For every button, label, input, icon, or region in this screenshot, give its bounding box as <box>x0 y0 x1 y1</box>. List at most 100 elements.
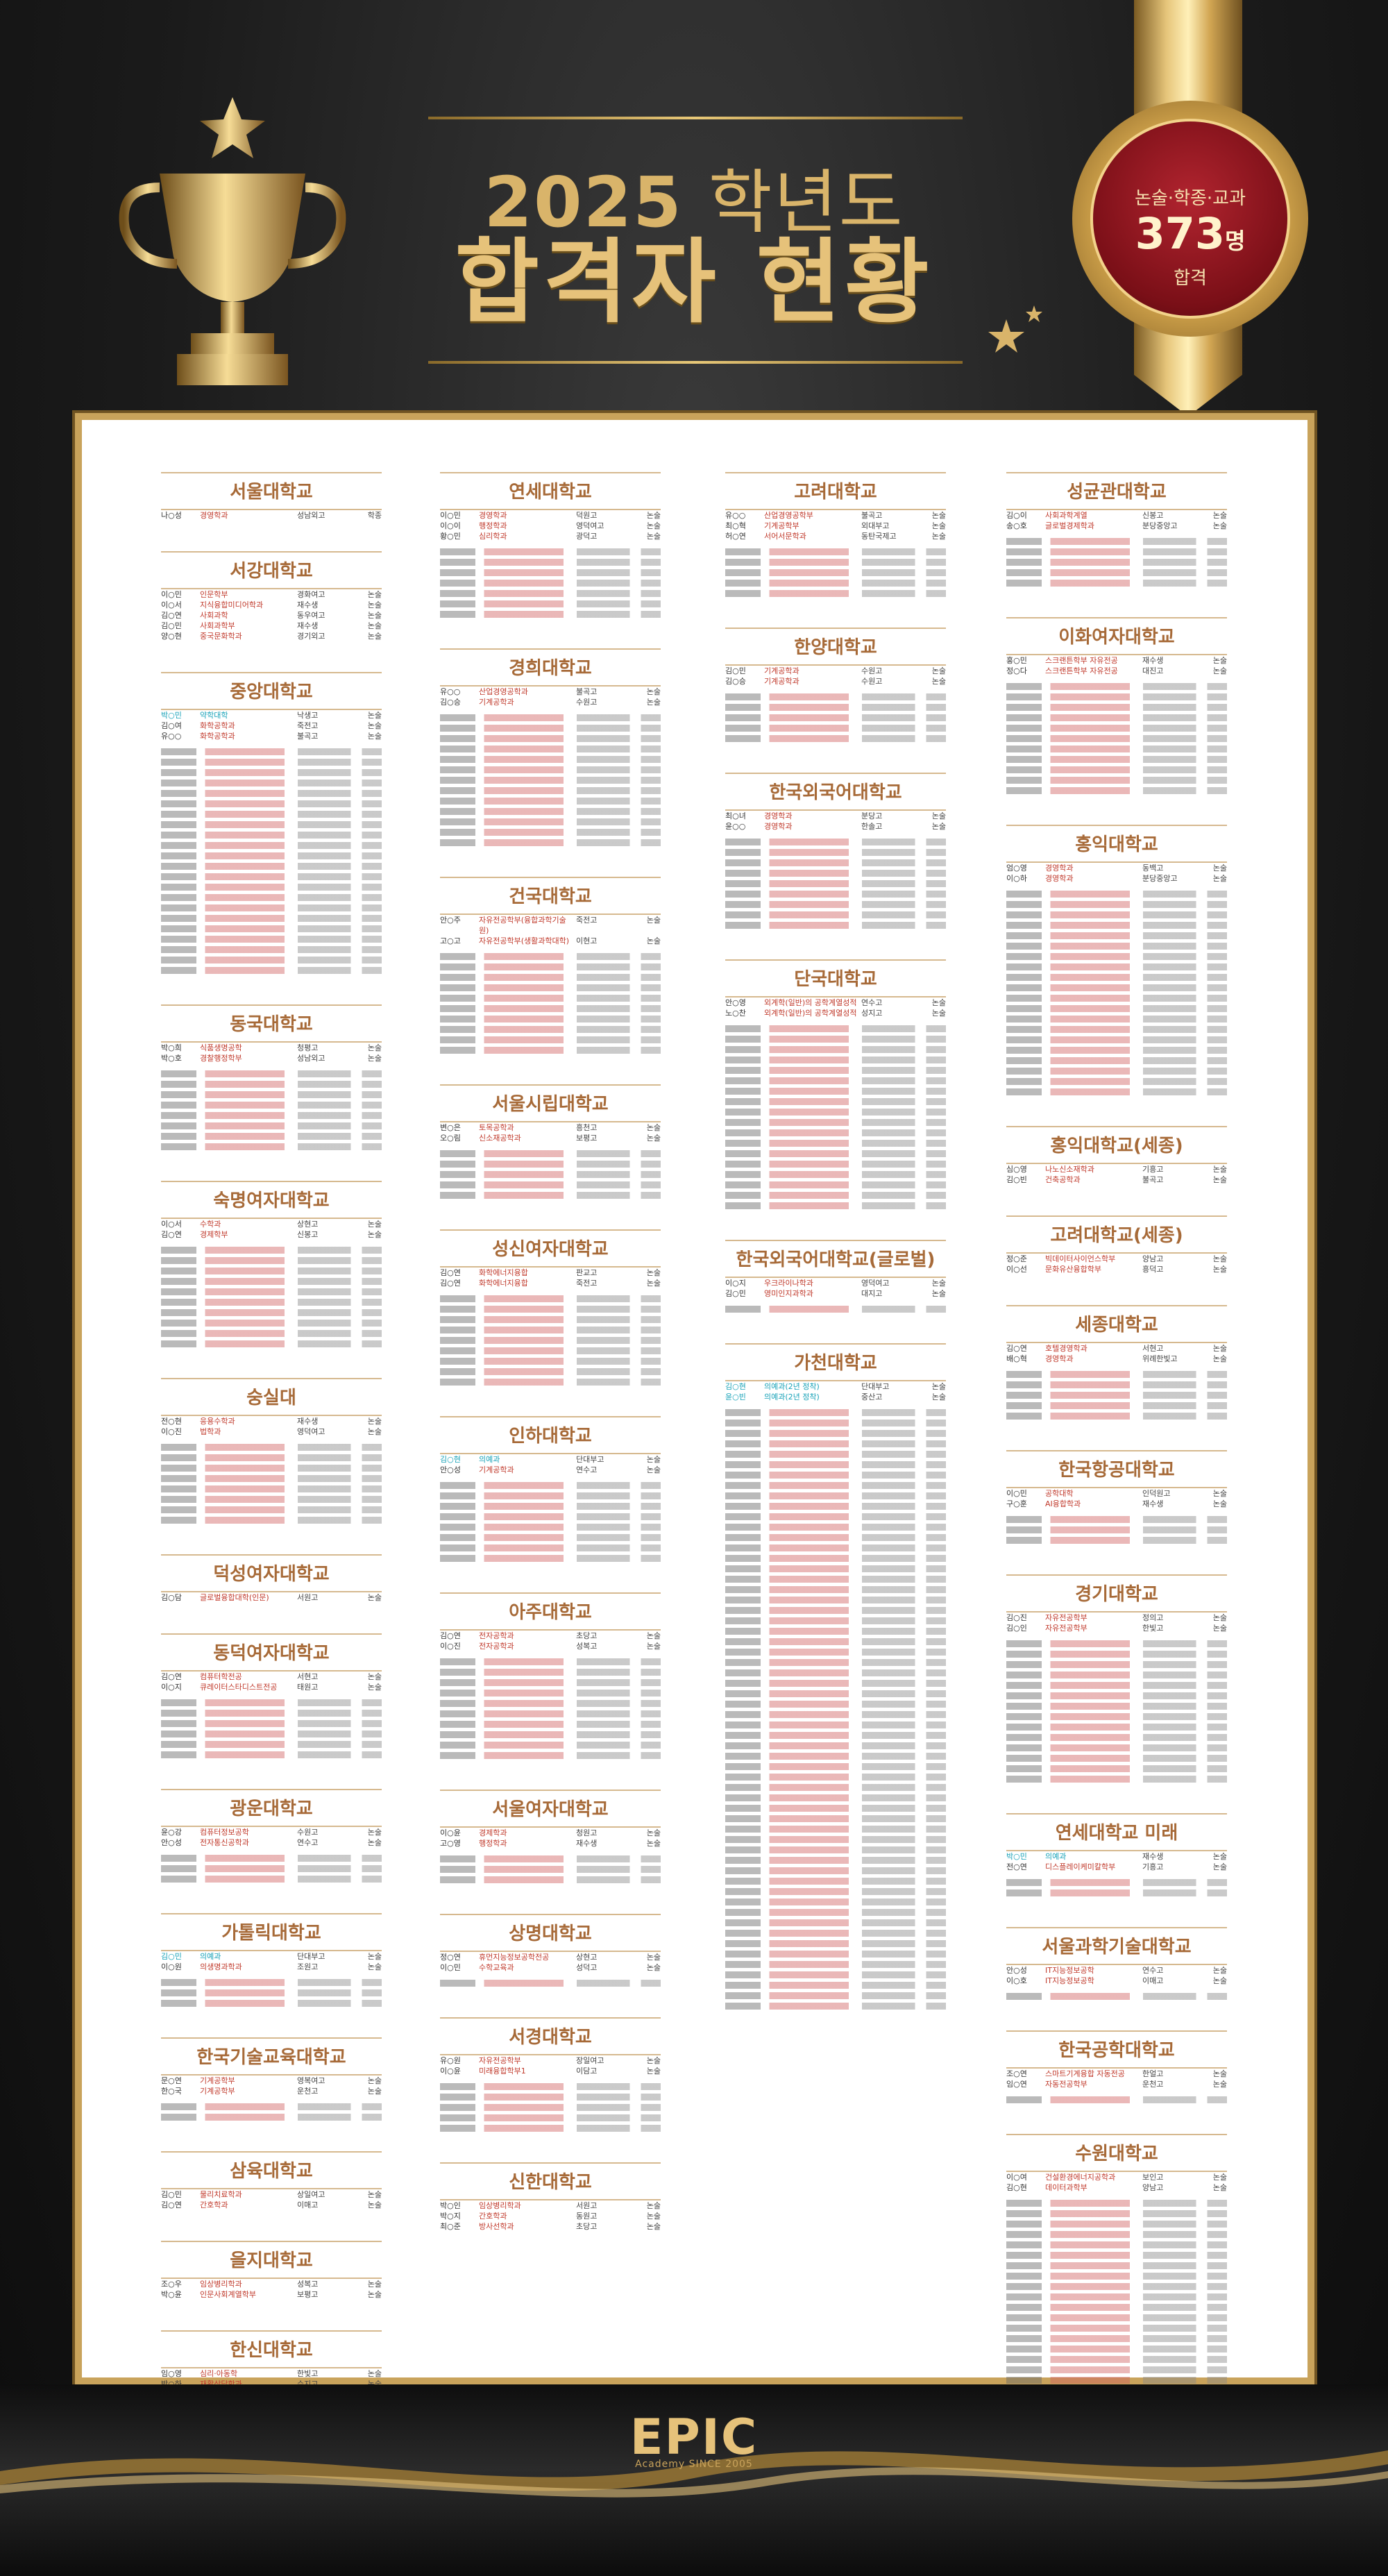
row-placeholder <box>161 936 382 943</box>
row-placeholder <box>440 1658 661 1665</box>
university-name: 한국항공대학교 <box>1006 1450 1227 1488</box>
row-placeholder <box>440 839 661 846</box>
more-rows <box>725 1409 946 2010</box>
major: 스크랜튼학부 자유전공 <box>1045 656 1118 665</box>
major: 심리학과 <box>479 532 507 541</box>
admission-type: 논술 <box>367 600 382 609</box>
student-name: 이○민 <box>161 590 182 599</box>
admission-type: 논술 <box>367 1593 382 1602</box>
major: 신소재공학과 <box>479 1134 521 1143</box>
row-placeholder <box>440 1026 661 1033</box>
high-school: 동탄국제고 <box>861 532 897 541</box>
row-placeholder <box>725 1492 946 1499</box>
admit-row: 김○현 의예과 단대부고 논술 <box>440 1454 661 1465</box>
row-placeholder <box>440 2104 661 2111</box>
row-placeholder <box>1006 735 1227 742</box>
row-placeholder <box>1006 1993 1227 2000</box>
admit-row: 김○인 자유전공학부 한빛고 논술 <box>1006 1623 1227 1633</box>
major: 인문학부 <box>200 590 228 599</box>
high-school: 재수생 <box>297 1417 319 1426</box>
more-rows <box>161 1699 382 1758</box>
more-rows <box>1006 538 1227 587</box>
row-placeholder <box>440 1492 661 1499</box>
admit-row: 김○민 영미인지과학과 대지고 논술 <box>725 1288 946 1299</box>
university-block: 서울여자대학교 이○윤 경제학과 청원고 논술 고○영 행정학과 재수생 논술 <box>440 1790 661 1883</box>
row-placeholder <box>161 800 382 807</box>
university-name: 경희대학교 <box>440 648 661 687</box>
admit-row: 황○민 심리학과 광덕고 논술 <box>440 531 661 541</box>
admission-type: 논술 <box>367 590 382 599</box>
row-placeholder <box>440 1752 661 1759</box>
row-placeholder <box>1006 2283 1227 2290</box>
student-name: 김○승 <box>725 677 746 686</box>
high-school: 낙생고 <box>297 711 319 720</box>
medal-category: 논술·학종·교과 <box>1134 188 1246 209</box>
row-placeholder <box>161 1102 382 1109</box>
high-school: 연수고 <box>1142 1966 1164 1975</box>
university-block: 을지대학교 조○우 임상병리학과 성복고 논술 박○윤 인문사회계열학부 보평고 논술 <box>161 2241 382 2300</box>
student-name: 홍○민 <box>1006 656 1027 665</box>
admission-type: 논술 <box>646 521 661 530</box>
row-placeholder <box>440 974 661 981</box>
admission-type: 논술 <box>931 677 946 686</box>
university-block: 숭실대 전○현 응용수학과 재수생 논술 이○진 법학과 영덕여고 논술 <box>161 1378 382 1524</box>
student-name: 이○호 <box>1006 1976 1027 1985</box>
row-placeholder <box>1006 683 1227 690</box>
row-placeholder <box>161 1699 382 1706</box>
row-placeholder <box>440 580 661 587</box>
row-placeholder <box>1006 974 1227 981</box>
admission-type: 논술 <box>367 1230 382 1239</box>
row-placeholder <box>1006 580 1227 587</box>
row-placeholder <box>440 1036 661 1043</box>
admission-type: 논술 <box>931 1279 946 1288</box>
row-placeholder <box>1006 2262 1227 2269</box>
trophy-icon <box>119 97 346 385</box>
more-rows <box>440 953 661 1054</box>
row-placeholder <box>1006 548 1227 555</box>
student-name: 이○서 <box>161 1220 182 1229</box>
admit-row: 이○호 IT지능정보공학 이매고 논술 <box>1006 1976 1227 1986</box>
title-bottom-rule <box>428 361 963 364</box>
admission-type: 논술 <box>646 1642 661 1651</box>
row-placeholder <box>1006 1005 1227 1012</box>
row-placeholder <box>725 1607 946 1614</box>
admit-row: 유○○ 산업경영공학부 불곡고 논술 <box>725 510 946 521</box>
high-school: 분당중앙고 <box>1142 521 1178 530</box>
university-name: 성신여자대학교 <box>440 1229 661 1268</box>
row-placeholder <box>440 995 661 1002</box>
university-block: 성신여자대학교 김○연 화학에너지융합 판교고 논술 김○연 화학에너지융합 죽전고 논술 <box>440 1229 661 1386</box>
student-name: 전○연 <box>1006 1862 1027 1871</box>
major: 자유전공학부 <box>1045 1624 1087 1633</box>
major: 스마트기계융합 자동전공 <box>1045 2069 1125 2078</box>
row-placeholder <box>440 735 661 742</box>
more-rows <box>1006 1371 1227 1420</box>
row-placeholder <box>440 559 661 566</box>
major: 식품생명공학 <box>200 1043 242 1052</box>
row-placeholder <box>725 870 946 877</box>
row-placeholder <box>725 1025 946 1032</box>
row-placeholder <box>725 1951 946 1958</box>
admit-row: 한○국 기계공학부 운천고 논술 <box>161 2086 382 2096</box>
high-school: 보인고 <box>1142 2173 1164 2182</box>
university-block: 성균관대학교 김○이 사회과학계열 신봉고 논술 송○호 글로벌경제학과 분당중앙고 논술 <box>1006 472 1227 587</box>
admit-row: 허○연 서어서문학과 동탄국제고 논술 <box>725 531 946 541</box>
column-1: 서울대학교 나○성 경영학과 성남외고 학종 서강대학교 이○민 인문학부 경화여고 논술 이○서 지… <box>161 472 382 2575</box>
row-placeholder <box>161 925 382 932</box>
row-placeholder <box>440 1150 661 1157</box>
row-placeholder <box>1006 1371 1227 1378</box>
student-name: 이○민 <box>440 1963 461 1972</box>
admit-row: 윤○○ 경영학과 한솔고 논술 <box>725 821 946 832</box>
row-placeholder <box>725 1680 946 1687</box>
more-rows <box>161 1247 382 1347</box>
row-placeholder <box>725 1067 946 1074</box>
major: 경영학과 <box>479 511 507 520</box>
row-placeholder <box>725 1930 946 1937</box>
row-placeholder <box>725 1524 946 1531</box>
student-name: 김○여 <box>161 721 182 730</box>
university-name: 한국공학대학교 <box>1006 2030 1227 2069</box>
row-placeholder <box>725 1098 946 1105</box>
row-placeholder <box>440 787 661 794</box>
admission-type: 논술 <box>646 2201 661 2210</box>
admit-row: 이○선 문화유산융합학부 흥덕고 논술 <box>1006 1264 1227 1274</box>
admit-row: 안○성 기계공학과 연수고 논술 <box>440 1465 661 1475</box>
